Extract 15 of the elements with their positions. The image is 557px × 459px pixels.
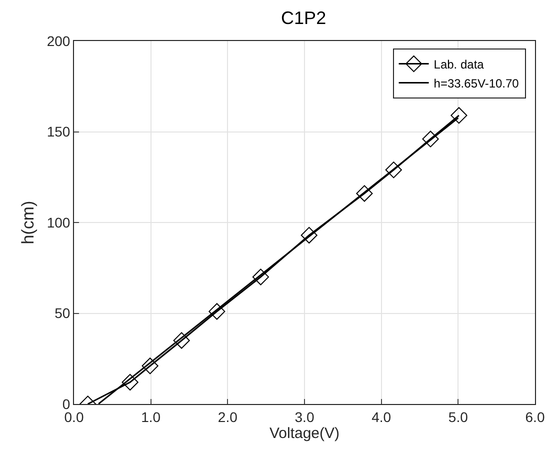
legend-label: h=33.65V-10.70 <box>434 76 520 90</box>
y-tick-label: 200 <box>46 32 70 49</box>
y-axis-title: h(cm) <box>18 200 38 244</box>
y-tick-label: 50 <box>54 305 70 322</box>
chart-title: C1P2 <box>281 8 326 28</box>
y-tick-label: 150 <box>46 124 70 140</box>
legend-label: Lab. data <box>434 57 484 72</box>
x-tick-label: 6.0 <box>525 408 545 425</box>
x-tick-label: 2.0 <box>218 408 238 425</box>
x-tick-label: 4.0 <box>372 408 392 425</box>
x-tick-label: 5.0 <box>448 408 468 425</box>
x-tick-label: 3.0 <box>294 408 314 425</box>
x-tick-label: 1.0 <box>141 408 161 425</box>
y-tick-label: 100 <box>46 214 70 230</box>
x-axis-title: Voltage(V) <box>269 424 340 442</box>
